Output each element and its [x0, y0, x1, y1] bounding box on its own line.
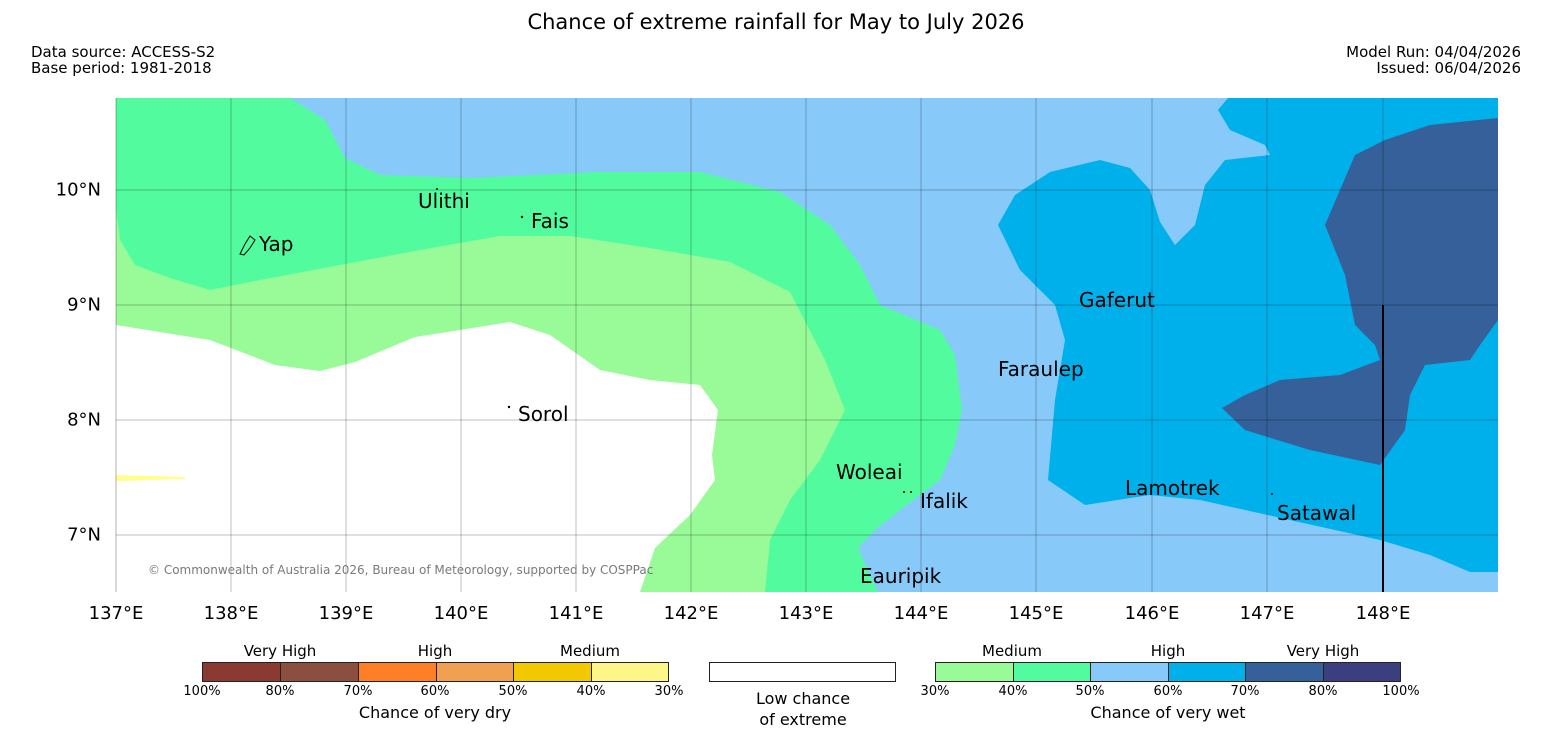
lat-label: 7°N: [67, 524, 101, 546]
data-source-label: Data source: ACCESS-S2: [31, 43, 216, 61]
base-period-label: Base period: 1981-2018: [31, 59, 212, 77]
chart-title: Chance of extreme rainfall for May to Ju…: [527, 10, 1025, 34]
place-label-ifalik: Ifalik: [920, 489, 968, 513]
legend-wet-swatch: [1013, 662, 1090, 682]
lon-label: 142°E: [663, 603, 719, 624]
legend-dry-tick: 80%: [265, 684, 295, 699]
legend-dry-title: Chance of very dry: [358, 703, 512, 722]
place-label-eauripik: Eauripik: [860, 564, 942, 588]
lat-label: 8°N: [67, 409, 101, 431]
legend-dry-swatch: [202, 662, 280, 682]
legend-wet-category: High: [1150, 642, 1186, 660]
lon-label: 143°E: [778, 603, 834, 624]
legend-dry-category: Medium: [560, 642, 620, 660]
place-label-faraulep: Faraulep: [998, 357, 1084, 381]
legend-wet-tick: 30%: [920, 684, 950, 699]
model-run-info: Model Run: 04/04/2026 Issued: 06/04/2026: [1346, 44, 1521, 76]
legend-dry-tick: 50%: [498, 684, 528, 699]
legend-dry-category: High: [417, 642, 453, 660]
lon-label: 148°E: [1355, 603, 1411, 624]
legend-dry-swatch: [591, 662, 669, 682]
place-label-woleai: Woleai: [836, 460, 903, 484]
legend-dry-tick: 40%: [576, 684, 606, 699]
legend-wet-bar: [935, 662, 1401, 682]
region-wet-70: [1222, 118, 1498, 465]
lon-label: 146°E: [1124, 603, 1180, 624]
place-label-sorol: Sorol: [518, 402, 569, 426]
ifalik-island-mark-2: [910, 491, 912, 493]
legend-dry-category: Very High: [243, 642, 317, 660]
legend-wet-tick: 60%: [1153, 684, 1183, 699]
legend-wet-swatch: [1168, 662, 1245, 682]
legend-wet-category: Very High: [1286, 642, 1360, 660]
legend-wet-swatch: [935, 662, 1013, 682]
legend-dry-tick: 60%: [420, 684, 450, 699]
sorol-island-mark: [507, 405, 511, 409]
lon-label: 147°E: [1239, 603, 1295, 624]
legend-wet-swatch: [1245, 662, 1323, 682]
legend-wet-swatch: [1090, 662, 1168, 682]
legend-low-line2: of extreme: [759, 710, 847, 729]
data-source-info: Data source: ACCESS-S2 Base period: 1981…: [31, 44, 215, 76]
legend-wet-tick: 40%: [998, 684, 1028, 699]
lon-label: 137°E: [88, 603, 144, 624]
copyright-notice: © Commonwealth of Australia 2026, Bureau…: [148, 563, 654, 577]
satawal-island-mark: [1271, 493, 1273, 495]
legend-dry-bar: [202, 662, 669, 682]
lat-label: 9°N: [67, 294, 101, 316]
place-label-lamotrek: Lamotrek: [1125, 476, 1220, 500]
legend-dry-tick: 30%: [654, 684, 684, 699]
legend-wet-tick: 50%: [1075, 684, 1105, 699]
legend-wet-title: Chance of very wet: [1090, 703, 1246, 722]
legend-low-line1: Low chance: [755, 689, 851, 708]
fais-island-mark: [520, 215, 524, 219]
lon-label: 141°E: [548, 603, 604, 624]
issued-label: Issued: 06/04/2026: [1376, 59, 1521, 77]
lon-label: 138°E: [203, 603, 259, 624]
legend-low-swatch: [709, 662, 896, 682]
legend-dry-swatch: [358, 662, 436, 682]
lon-label: 144°E: [893, 603, 949, 624]
legend-dry-swatch: [513, 662, 591, 682]
map-grid: [116, 98, 1498, 592]
legend-dry-swatch: [436, 662, 513, 682]
place-label-satawal: Satawal: [1277, 501, 1357, 525]
legend-dry-tick: 100%: [183, 684, 221, 699]
region-low-chance: [116, 322, 718, 592]
lat-label: 10°N: [55, 179, 101, 201]
place-label-fais: Fais: [531, 209, 569, 233]
legend-wet-tick: 70%: [1230, 684, 1260, 699]
lon-label: 139°E: [318, 603, 374, 624]
model-run-label: Model Run: 04/04/2026: [1346, 43, 1521, 61]
legend-wet-category: Medium: [982, 642, 1042, 660]
lon-label: 140°E: [433, 603, 489, 624]
legend-wet-swatch: [1323, 662, 1401, 682]
legend-dry-tick: 70%: [343, 684, 373, 699]
place-label-yap: Yap: [259, 232, 294, 256]
ulithi-island-mark: [436, 188, 438, 190]
legend-wet-tick: 80%: [1308, 684, 1338, 699]
place-label-gaferut: Gaferut: [1079, 288, 1155, 312]
lon-label: 145°E: [1008, 603, 1064, 624]
yap-island-shape: [239, 235, 256, 256]
legend-dry-swatch: [280, 662, 358, 682]
place-label-ulithi: Ulithi: [418, 189, 470, 213]
legend-wet-tick: 100%: [1382, 684, 1420, 699]
ifalik-island-mark-1: [903, 491, 905, 493]
region-dry-30: [116, 475, 185, 481]
